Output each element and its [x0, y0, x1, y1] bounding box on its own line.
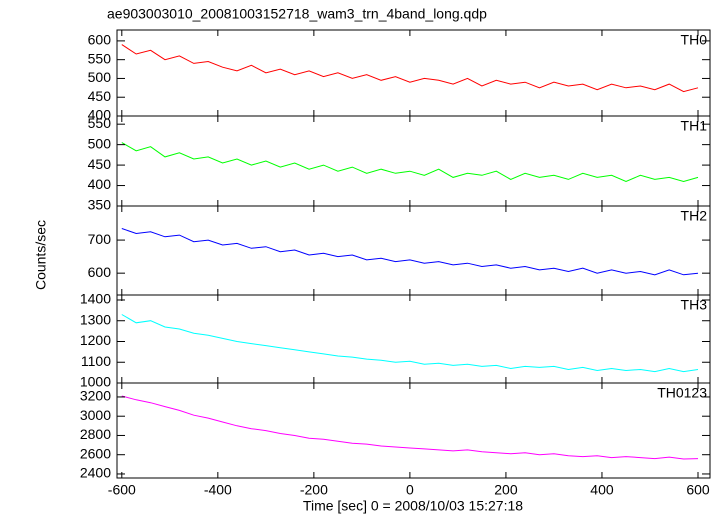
panel-label: TH0123 — [657, 385, 707, 401]
panel-frame — [116, 382, 711, 479]
panel-frame — [116, 29, 711, 117]
panel-label: TH2 — [681, 208, 708, 224]
data-line — [121, 142, 699, 183]
y-tick-label: 400 — [88, 107, 112, 123]
y-tick-label: 1300 — [80, 311, 111, 327]
panel-frame — [116, 205, 711, 296]
y-tick-label: 550 — [88, 50, 112, 66]
y-tick-label: 3200 — [80, 388, 111, 404]
y-tick-label: 1100 — [81, 353, 111, 369]
x-tick-label: 200 — [494, 482, 518, 498]
panel-label: TH0 — [681, 32, 708, 48]
x-tick-label: 400 — [590, 482, 614, 498]
y-tick-label: 3000 — [80, 407, 111, 423]
y-tick-label: 2800 — [80, 426, 111, 442]
y-axis-label: Counts/sec — [33, 220, 49, 290]
x-tick-label: -400 — [204, 482, 232, 498]
y-tick-label: 550 — [88, 115, 112, 131]
y-tick-label: 450 — [88, 88, 112, 104]
chart-title: ae903003010_20081003152718_wam3_trn_4ban… — [107, 6, 487, 22]
y-tick-label: 2600 — [80, 445, 111, 461]
y-tick-label: 450 — [88, 156, 112, 172]
y-tick-label: 1200 — [80, 332, 111, 348]
x-tick-label: 0 — [406, 482, 414, 498]
x-tick-label: -200 — [300, 482, 328, 498]
panel-frame — [116, 115, 711, 207]
y-tick-label: 500 — [88, 135, 112, 151]
data-line — [121, 44, 699, 93]
y-tick-label: 600 — [88, 32, 112, 48]
y-tick-label: 350 — [88, 197, 112, 213]
y-tick-label: 600 — [88, 264, 112, 280]
panel-label: TH3 — [681, 297, 708, 313]
y-tick-label: 1400 — [80, 291, 111, 307]
y-tick-label: 700 — [88, 231, 112, 247]
data-line — [121, 395, 699, 460]
y-tick-label: 1000 — [80, 374, 111, 390]
y-tick-label: 500 — [88, 69, 112, 85]
x-axis-label: Time [sec] 0 = 2008/10/03 15:27:18 — [303, 498, 523, 514]
y-tick-label: 400 — [88, 176, 112, 192]
panel-label: TH1 — [681, 118, 708, 134]
y-tick-label: 2400 — [80, 465, 111, 481]
x-tick-label: -600 — [108, 482, 136, 498]
data-line — [121, 314, 699, 373]
x-tick-label: 600 — [686, 482, 710, 498]
data-line — [121, 228, 699, 276]
